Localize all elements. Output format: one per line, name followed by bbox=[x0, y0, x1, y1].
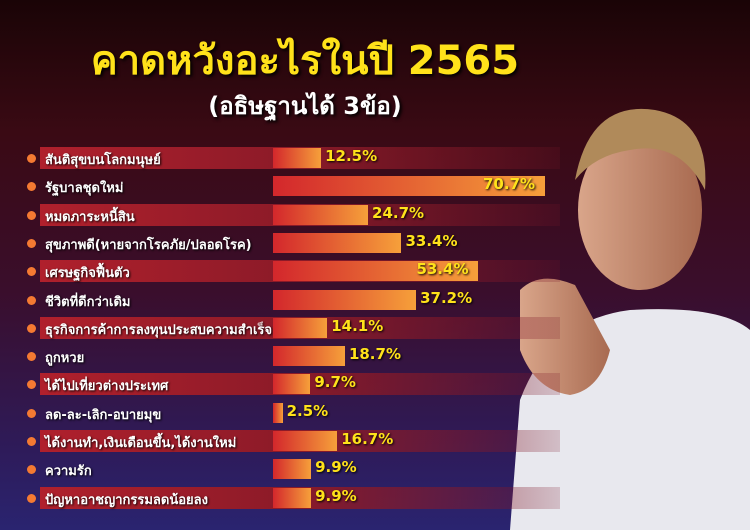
bar bbox=[273, 289, 417, 310]
category-label: สุขภาพดี(หายจากโรคภัย/ปลอดโรค) bbox=[45, 237, 252, 253]
bar bbox=[273, 232, 402, 253]
bar-row: สันติสุขบนโลกมนุษย์ 12.5% bbox=[0, 147, 560, 169]
bar bbox=[273, 176, 545, 197]
bar bbox=[273, 148, 322, 168]
category-label: ถูกหวย bbox=[45, 351, 85, 367]
bar bbox=[273, 487, 312, 508]
value-label: 9.9% bbox=[315, 458, 357, 477]
bar-row: รัฐบาลชุดใหม่ 70.7% bbox=[0, 175, 560, 197]
value-label: 2.5% bbox=[286, 401, 329, 420]
bar-row: ได้งานทำ,เงินเดือนขึ้น,ได้งานใหม่ 16.7% bbox=[0, 430, 560, 452]
bar-row: ความรัก 9.9% bbox=[0, 458, 560, 480]
bullet-icon bbox=[27, 210, 36, 220]
bar-row: ลด-ละ-เลิก-อบายมุข 2.5% bbox=[0, 402, 560, 424]
praying-man-photo bbox=[510, 108, 750, 530]
bullet-icon bbox=[27, 493, 36, 503]
bar-row: เศรษฐกิจฟื้นตัว 53.4% bbox=[0, 260, 560, 283]
bar-row: ถูกหวย 18.7% bbox=[0, 345, 560, 367]
category-label: ลด-ละ-เลิก-อบายมุข bbox=[45, 407, 162, 423]
bullet-icon bbox=[27, 238, 36, 248]
bar bbox=[273, 459, 312, 480]
category-label: ชีวิตที่ดีกว่าเดิม bbox=[45, 294, 131, 310]
bar-row: หมดภาระหนี้สิน 24.7% bbox=[0, 203, 560, 226]
category-label: ปัญหาอาชญากรรมลดน้อยลง bbox=[45, 492, 208, 508]
value-label: 37.2% bbox=[420, 288, 473, 307]
value-label: 24.7% bbox=[372, 203, 425, 222]
bullet-icon bbox=[27, 408, 36, 418]
value-label: 33.4% bbox=[405, 231, 458, 250]
chart-title: คาดหวังอะไรในปี 2565 bbox=[90, 38, 520, 84]
value-label: 12.5% bbox=[325, 147, 378, 165]
bullet-icon bbox=[27, 323, 36, 333]
bullet-icon bbox=[27, 182, 36, 192]
category-label: ได้งานทำ,เงินเดือนขึ้น,ได้งานใหม่ bbox=[45, 436, 237, 451]
bar bbox=[273, 402, 283, 423]
bar bbox=[273, 374, 311, 395]
category-label: สันติสุขบนโลกมนุษย์ bbox=[45, 153, 161, 168]
bullet-icon bbox=[27, 352, 36, 362]
category-label: ได้ไปเที่ยวต่างประเทศ bbox=[45, 379, 169, 395]
bullet-icon bbox=[27, 267, 36, 277]
bullet-icon bbox=[27, 380, 36, 390]
bar-row: ได้ไปเที่ยวต่างประเทศ 9.7% bbox=[0, 373, 560, 396]
bar bbox=[273, 204, 369, 225]
bar-row: ธุรกิจการค้าการลงทุนประสบความสำเร็จ 14.1% bbox=[0, 316, 560, 339]
chart-subtitle: (อธิษฐานได้ 3ข้อ) bbox=[208, 92, 402, 120]
category-label: ความรัก bbox=[45, 464, 92, 480]
bullet-icon bbox=[27, 465, 36, 475]
bar bbox=[273, 346, 345, 367]
category-label: รัฐบาลชุดใหม่ bbox=[45, 181, 124, 197]
category-label: ธุรกิจการค้าการลงทุนประสบความสำเร็จ bbox=[45, 322, 273, 338]
category-label: หมดภาระหนี้สิน bbox=[45, 209, 135, 225]
bar-row: สุขภาพดี(หายจากโรคภัย/ปลอดโรค) 33.4% bbox=[0, 232, 560, 254]
value-label: 9.7% bbox=[314, 373, 356, 392]
value-label: 9.9% bbox=[315, 486, 357, 505]
bar bbox=[273, 431, 338, 451]
bar-row: ปัญหาอาชญากรรมลดน้อยลง 9.9% bbox=[0, 486, 560, 509]
value-label: 53.4% bbox=[416, 260, 469, 279]
value-label: 16.7% bbox=[341, 430, 394, 448]
bar-row: ชีวิตที่ดีกว่าเดิม 37.2% bbox=[0, 289, 560, 311]
value-label: 18.7% bbox=[348, 345, 401, 364]
bullet-icon bbox=[27, 437, 36, 446]
bullet-icon bbox=[27, 154, 36, 163]
value-label: 70.7% bbox=[483, 175, 536, 194]
category-label: เศรษฐกิจฟื้นตัว bbox=[45, 266, 130, 282]
value-label: 14.1% bbox=[331, 316, 384, 335]
bar bbox=[273, 317, 328, 338]
bar bbox=[273, 261, 479, 282]
bullet-icon bbox=[27, 295, 36, 305]
